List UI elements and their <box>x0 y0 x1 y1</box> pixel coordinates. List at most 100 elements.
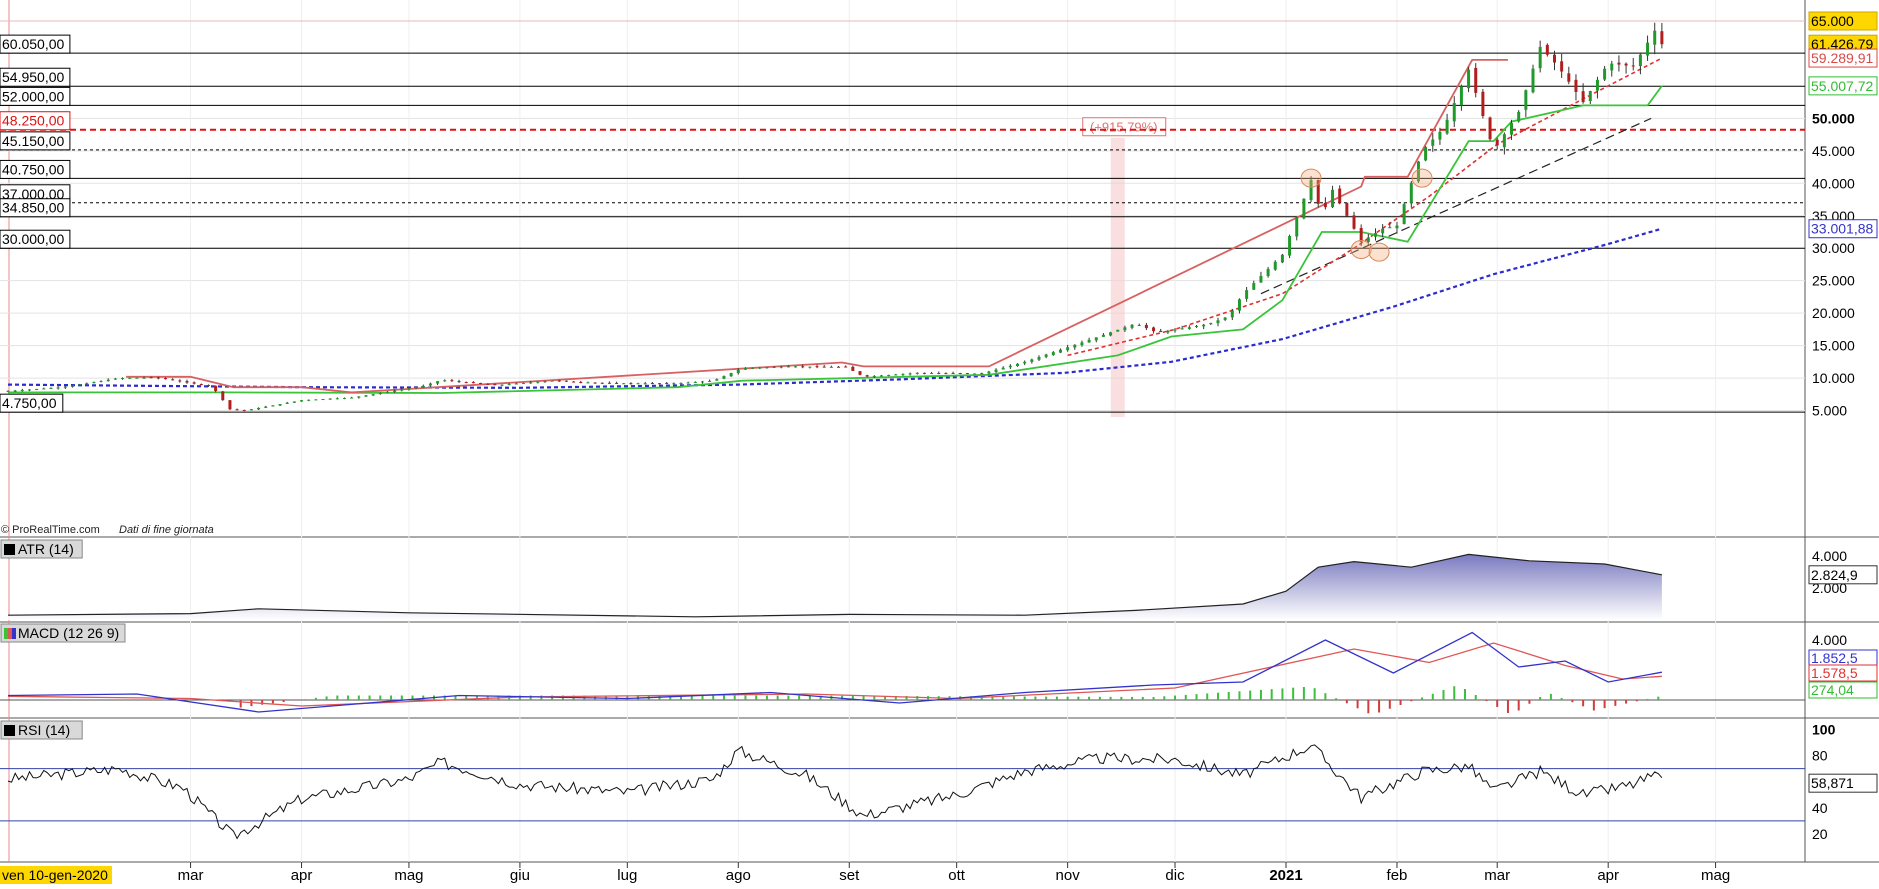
candle-body <box>1023 361 1027 364</box>
candle-body <box>106 379 110 382</box>
candle-body <box>1331 189 1335 208</box>
candle-body <box>550 380 554 382</box>
candle-body <box>736 369 740 374</box>
candle-body <box>343 397 347 399</box>
candle-body <box>500 384 504 386</box>
date-cursor-box <box>0 866 112 884</box>
level-label: 40.750,00 <box>2 161 64 177</box>
month-label: set <box>839 867 860 884</box>
candle-body <box>1302 198 1306 219</box>
candle-body <box>607 382 611 384</box>
data-note-label: Dati di fine giornata <box>119 524 214 536</box>
candle-body <box>837 366 841 368</box>
candle-body <box>1130 324 1134 328</box>
candle-body <box>879 375 883 377</box>
candle-body <box>930 373 934 375</box>
candle-body <box>1474 67 1478 93</box>
candle-body <box>772 366 776 368</box>
candle-body <box>78 384 82 386</box>
panel-title-box <box>0 623 126 643</box>
candle-body <box>300 400 304 402</box>
candle-body <box>1617 62 1621 65</box>
candle-body <box>1338 188 1342 203</box>
macd-value-label: 1.852,5 <box>1811 650 1858 666</box>
copyright-label: © ProRealTime.com <box>1 524 100 536</box>
candle-body <box>1116 329 1120 332</box>
candle-body <box>765 367 769 369</box>
candle-body <box>915 372 919 374</box>
candle-body <box>1359 228 1363 242</box>
level-label: 45.150,00 <box>2 133 64 149</box>
candle-body <box>536 381 540 383</box>
candle-body <box>1588 91 1592 102</box>
candle-body <box>908 373 912 375</box>
candle-body <box>371 394 375 396</box>
candle-body <box>1567 73 1571 82</box>
rsi-tick-label: 80 <box>1812 748 1828 764</box>
candle-body <box>1560 61 1564 72</box>
candle-body <box>1166 330 1170 333</box>
candle-body <box>758 367 762 369</box>
level-label: 37.000,00 <box>2 186 64 202</box>
candle-body <box>1552 54 1556 63</box>
rsi-value-label: 58,871 <box>1811 775 1854 791</box>
candle-body <box>249 409 253 411</box>
candle-body <box>92 382 96 384</box>
candle-body <box>264 406 268 408</box>
candle-body <box>1345 202 1349 216</box>
candle-body <box>1044 354 1048 357</box>
candle-body <box>1051 352 1055 356</box>
candle-body <box>672 383 676 385</box>
candle-body <box>521 382 525 384</box>
candle-body <box>400 389 404 391</box>
candle-body <box>1159 330 1163 333</box>
macd-swatch-red <box>8 628 12 639</box>
price-tick-label: 30.000 <box>1812 240 1855 256</box>
candle-body <box>901 373 905 375</box>
candle-body <box>142 377 146 379</box>
panel-title-swatch <box>4 544 15 555</box>
candle-body <box>357 396 361 398</box>
candle-body <box>636 383 640 385</box>
candle-body <box>457 381 461 383</box>
level-label-box <box>0 229 71 249</box>
level-label-box <box>0 111 71 131</box>
candle-body <box>1366 237 1370 243</box>
macd-signal-line <box>7 642 1662 707</box>
candle-body <box>593 382 597 384</box>
candle-body <box>443 380 447 382</box>
candle-body <box>1280 254 1284 263</box>
candle-body <box>156 377 160 379</box>
candle-body <box>1123 327 1127 331</box>
candle-body <box>708 380 712 382</box>
candle-body <box>450 380 454 382</box>
candle-body <box>479 383 483 385</box>
candle-body <box>958 373 962 375</box>
candle-body <box>1660 31 1664 45</box>
macd-value-box <box>1808 681 1878 699</box>
candle-body <box>350 397 354 399</box>
candle-body <box>615 382 619 384</box>
candle-body <box>364 395 368 397</box>
candle-body <box>1381 228 1385 234</box>
candle-body <box>314 399 318 401</box>
candle-body <box>543 381 547 383</box>
candle-body <box>49 387 53 389</box>
trailing-stop-green <box>8 85 1663 394</box>
circle-marker <box>1368 242 1390 262</box>
candle-body <box>1538 46 1542 69</box>
candle-body <box>1610 63 1614 71</box>
rsi-value-box <box>1808 773 1878 793</box>
candle-body <box>887 374 891 376</box>
candle-body <box>743 368 747 370</box>
candle-body <box>586 382 590 384</box>
candle-body <box>1395 225 1399 229</box>
candle-body <box>278 404 282 406</box>
atr-value-label: 2.824,9 <box>1811 567 1858 583</box>
candle-body <box>643 383 647 385</box>
atr-title: ATR (14) <box>18 541 74 557</box>
candle-body <box>99 380 103 382</box>
candle-body <box>1008 365 1012 368</box>
candle-body <box>1481 91 1485 117</box>
